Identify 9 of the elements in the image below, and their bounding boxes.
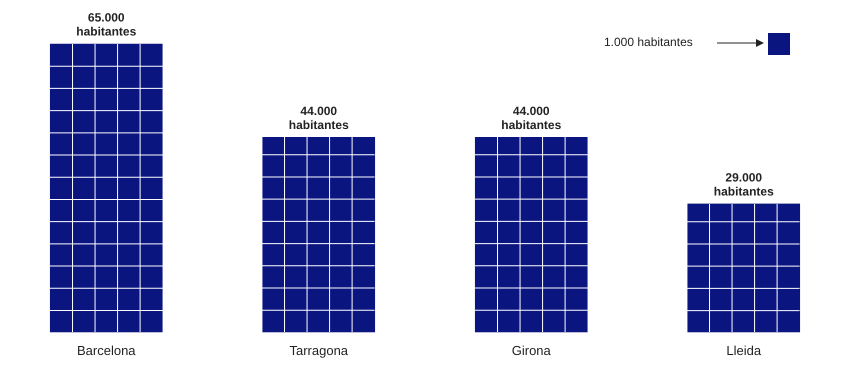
x-tick-label: Barcelona — [76, 342, 136, 358]
data-label: 44.000 habitantes — [288, 104, 350, 132]
data-label: 29.000 habitantes — [714, 170, 774, 199]
x-tick-label: Lleida — [726, 342, 762, 358]
annotation: 1.000 habitantes — [604, 35, 693, 49]
data-label: 44.000 habitantes — [501, 104, 562, 132]
data-label: 65.000 habitantes — [76, 10, 137, 39]
x-tick-label: Tarragona — [289, 342, 349, 358]
x-tick-label: Girona — [512, 342, 552, 358]
